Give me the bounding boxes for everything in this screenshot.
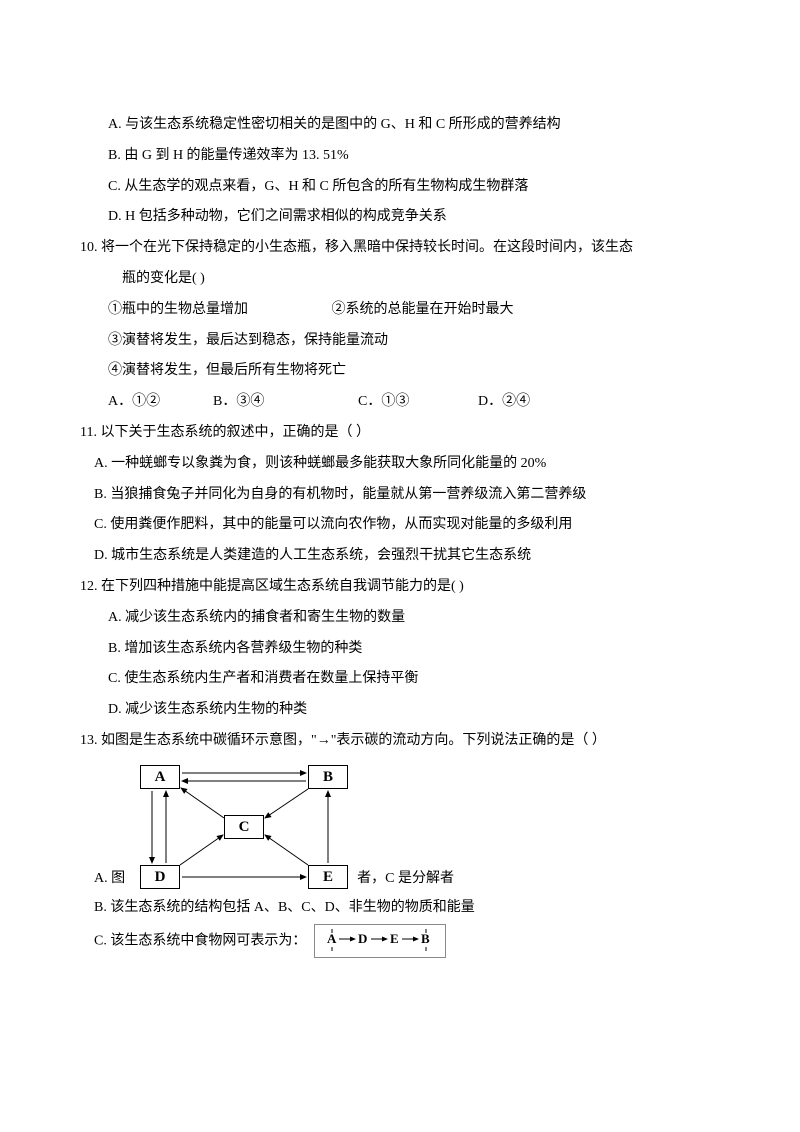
- q10-sub3: ③演替将发生，最后达到稳态，保持能量流动: [80, 326, 720, 357]
- q12-opt-c: C. 使生态系统内生产者和消费者在数量上保持平衡: [80, 664, 720, 695]
- diagram-arrows: [134, 763, 359, 893]
- q10-sub1: ①瓶中的生物总量增加: [108, 295, 328, 326]
- q11-opt-b: B. 当狼捕食兔子并同化为自身的有机物时，能量就从第一营养级流入第二营养级: [80, 480, 720, 511]
- food-chain-svg: A D E B: [325, 929, 435, 951]
- q11-stem: 11. 以下关于生态系统的叙述中，正确的是（ ）: [80, 418, 720, 449]
- pre-option-a: A. 与该生态系统稳定性密切相关的是图中的 G、H 和 C 所形成的营养结构: [80, 110, 720, 141]
- q12-opt-a: A. 减少该生态系统内的捕食者和寄生生物的数量: [80, 603, 720, 634]
- q12-stem: 12. 在下列四种措施中能提高区域生态系统自我调节能力的是( ): [80, 572, 720, 603]
- q10-opt-a: A．①②: [108, 387, 213, 418]
- q13-opt-c: C. 该生态系统中食物网可表示为： A D E B: [80, 924, 720, 959]
- chain-d: D: [358, 931, 367, 946]
- q10-stem-line1: 10. 将一个在光下保持稳定的小生态瓶，移入黑暗中保持较长时间。在这段时间内，该…: [80, 233, 720, 264]
- q13-opt-a-prefix: A. 图: [80, 871, 125, 886]
- q13-opt-c-prefix: C. 该生态系统中食物网可表示为：: [94, 933, 306, 948]
- chain-a: A: [327, 931, 337, 946]
- q11-opt-a: A. 一种蜣螂专以象粪为食，则该种蜣螂最多能获取大象所同化能量的 20%: [80, 449, 720, 480]
- q13-opt-a-suffix: 者，C 是分解者: [357, 871, 454, 886]
- q13-opt-b: B. 该生态系统的结构包括 A、B、C、D、非生物的物质和能量: [80, 893, 720, 924]
- q12-opt-d: D. 减少该生态系统内生物的种类: [80, 695, 720, 726]
- food-chain-box: A D E B: [314, 924, 446, 959]
- q10-stem-line2: 瓶的变化是( ): [80, 264, 720, 295]
- q10-options: A．①② B．③④ C．①③ D．②④: [80, 387, 720, 418]
- chain-b: B: [421, 931, 430, 946]
- q11-opt-d: D. 城市生态系统是人类建造的人工生态系统，会强烈干扰其它生态系统: [80, 541, 720, 572]
- q13-diagram-row: A. 图 者，C 是分解者 A B C D E: [80, 763, 720, 893]
- q10-sub2: ②系统的总能量在开始时最大: [332, 302, 514, 317]
- q10-sub-row1: ①瓶中的生物总量增加 ②系统的总能量在开始时最大: [80, 295, 720, 326]
- pre-option-d: D. H 包括多种动物，它们之间需求相似的构成竞争关系: [80, 202, 720, 233]
- q10-opt-b: B．③④: [213, 387, 358, 418]
- q13-stem: 13. 如图是生态系统中碳循环示意图，"→"表示碳的流动方向。下列说法正确的是（…: [80, 726, 720, 757]
- q10-sub4: ④演替将发生，但最后所有生物将死亡: [80, 356, 720, 387]
- pre-option-c: C. 从生态学的观点来看，G、H 和 C 所包含的所有生物构成生物群落: [80, 172, 720, 203]
- carbon-cycle-diagram: A B C D E: [134, 763, 359, 893]
- q12-opt-b: B. 增加该生态系统内各营养级生物的种类: [80, 634, 720, 665]
- q11-opt-c: C. 使用粪便作肥料，其中的能量可以流向农作物，从而实现对能量的多级利用: [80, 510, 720, 541]
- q10-opt-c: C．①③: [358, 387, 478, 418]
- q10-opt-d: D．②④: [478, 387, 720, 418]
- chain-e: E: [390, 931, 399, 946]
- pre-option-b: B. 由 G 到 H 的能量传递效率为 13. 51%: [80, 141, 720, 172]
